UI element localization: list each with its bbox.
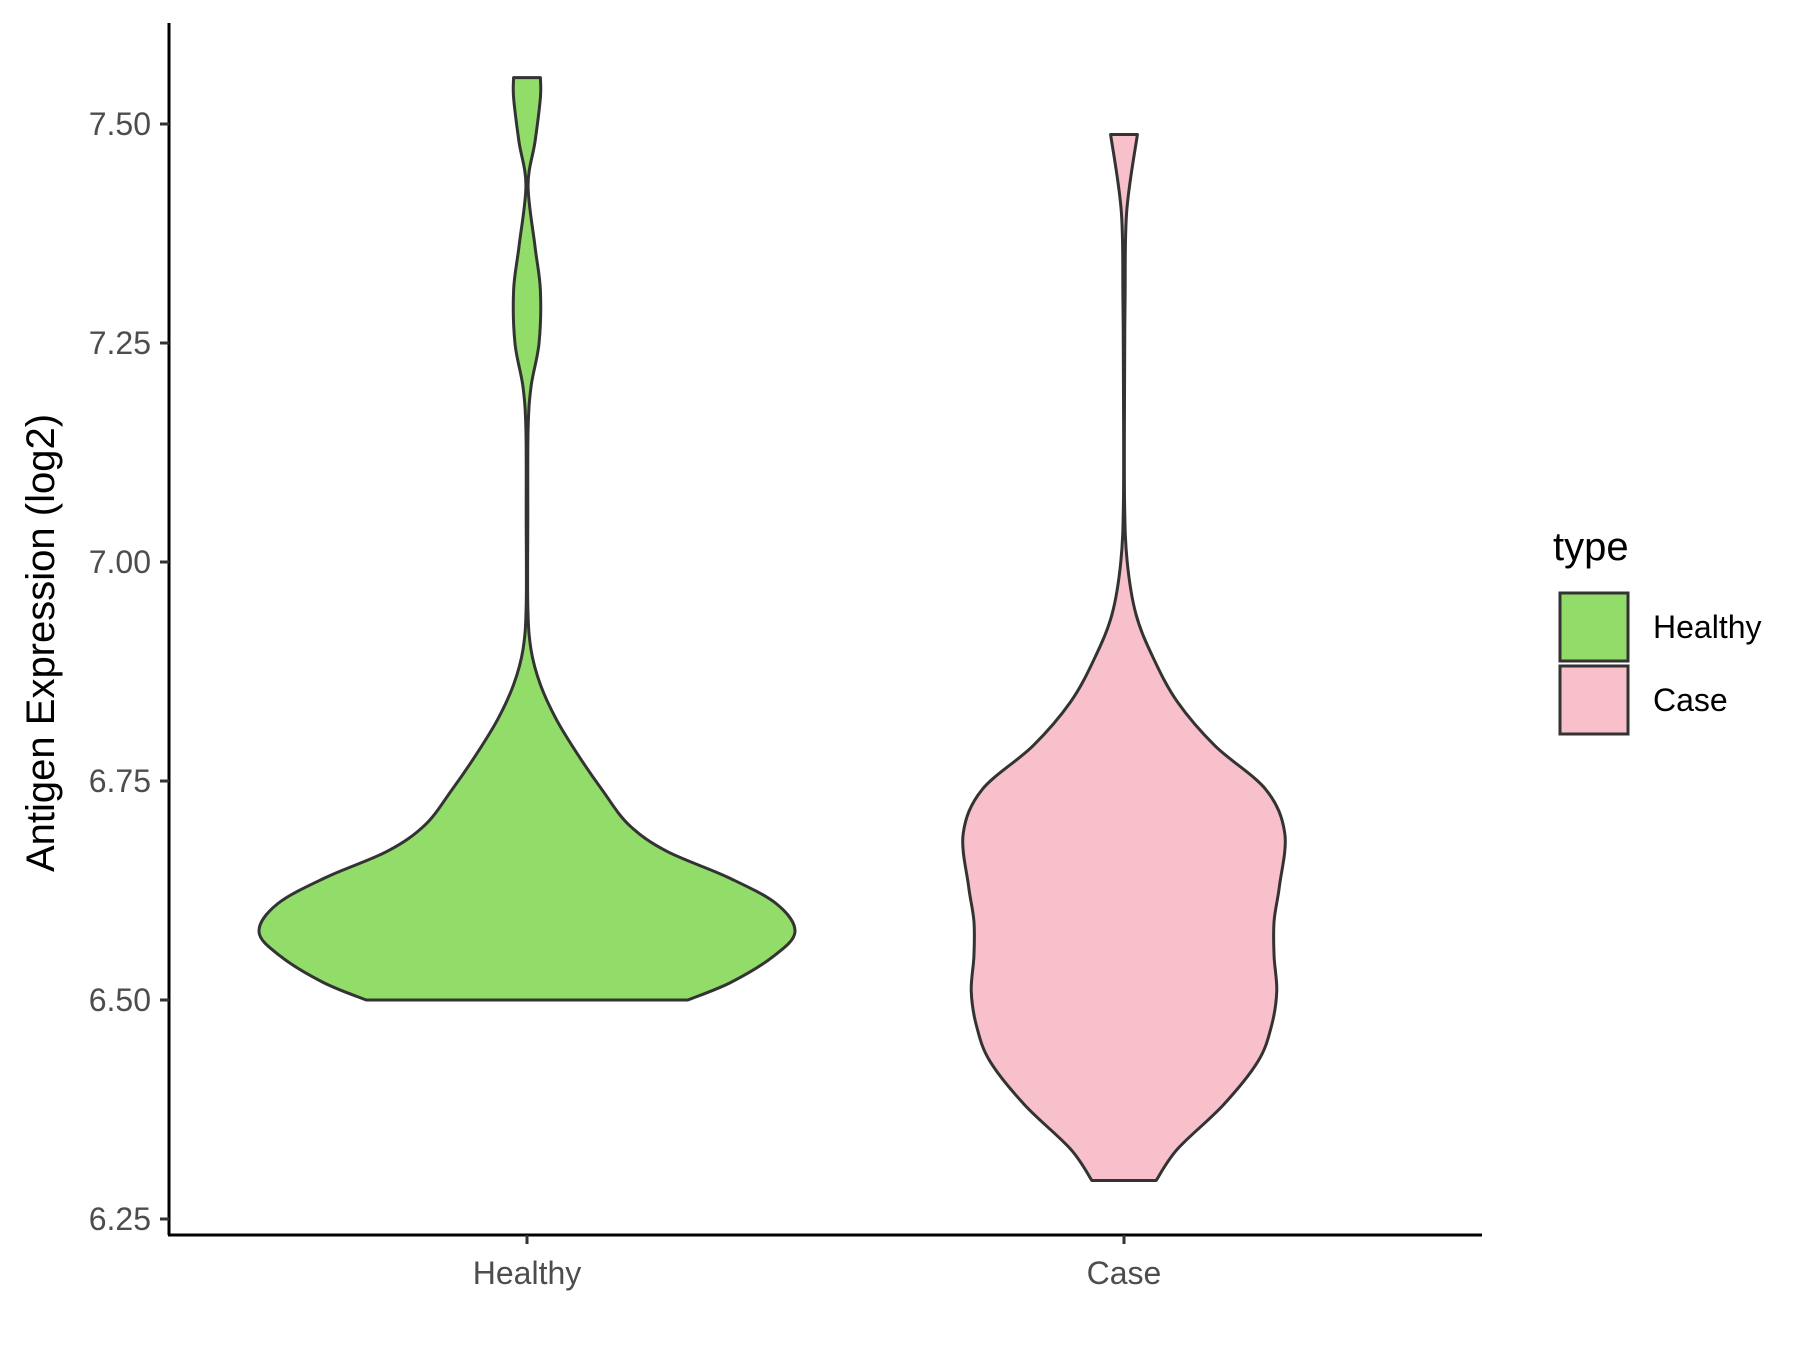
x-tick-label: Case [1087, 1255, 1162, 1291]
x-axis-ticks: Healthy Case [473, 1235, 1162, 1291]
y-tick-label: 6.50 [89, 982, 151, 1018]
legend-label-healthy: Healthy [1653, 609, 1762, 645]
legend-title: type [1553, 525, 1629, 569]
legend-label-case: Case [1653, 682, 1728, 718]
y-axis-ticks: 6.25 6.50 6.75 7.00 7.25 7.50 [89, 106, 169, 1237]
y-tick-label: 7.50 [89, 106, 151, 142]
violin-healthy [257, 76, 797, 1002]
legend-swatch-case [1558, 664, 1630, 736]
y-axis-title: Antigen Expression (log2) [19, 414, 63, 872]
y-tick-label: 6.75 [89, 763, 151, 799]
x-tick-label: Healthy [473, 1255, 582, 1291]
y-tick-label: 7.25 [89, 325, 151, 361]
violin-layer [257, 76, 1287, 1182]
legend-entries: Healthy Case [1558, 591, 1762, 736]
y-tick-label: 6.25 [89, 1201, 151, 1237]
violin-case [961, 133, 1287, 1182]
legend-swatch-healthy [1558, 591, 1630, 663]
legend: type Healthy Case [1553, 525, 1762, 736]
y-tick-label: 7.00 [89, 544, 151, 580]
